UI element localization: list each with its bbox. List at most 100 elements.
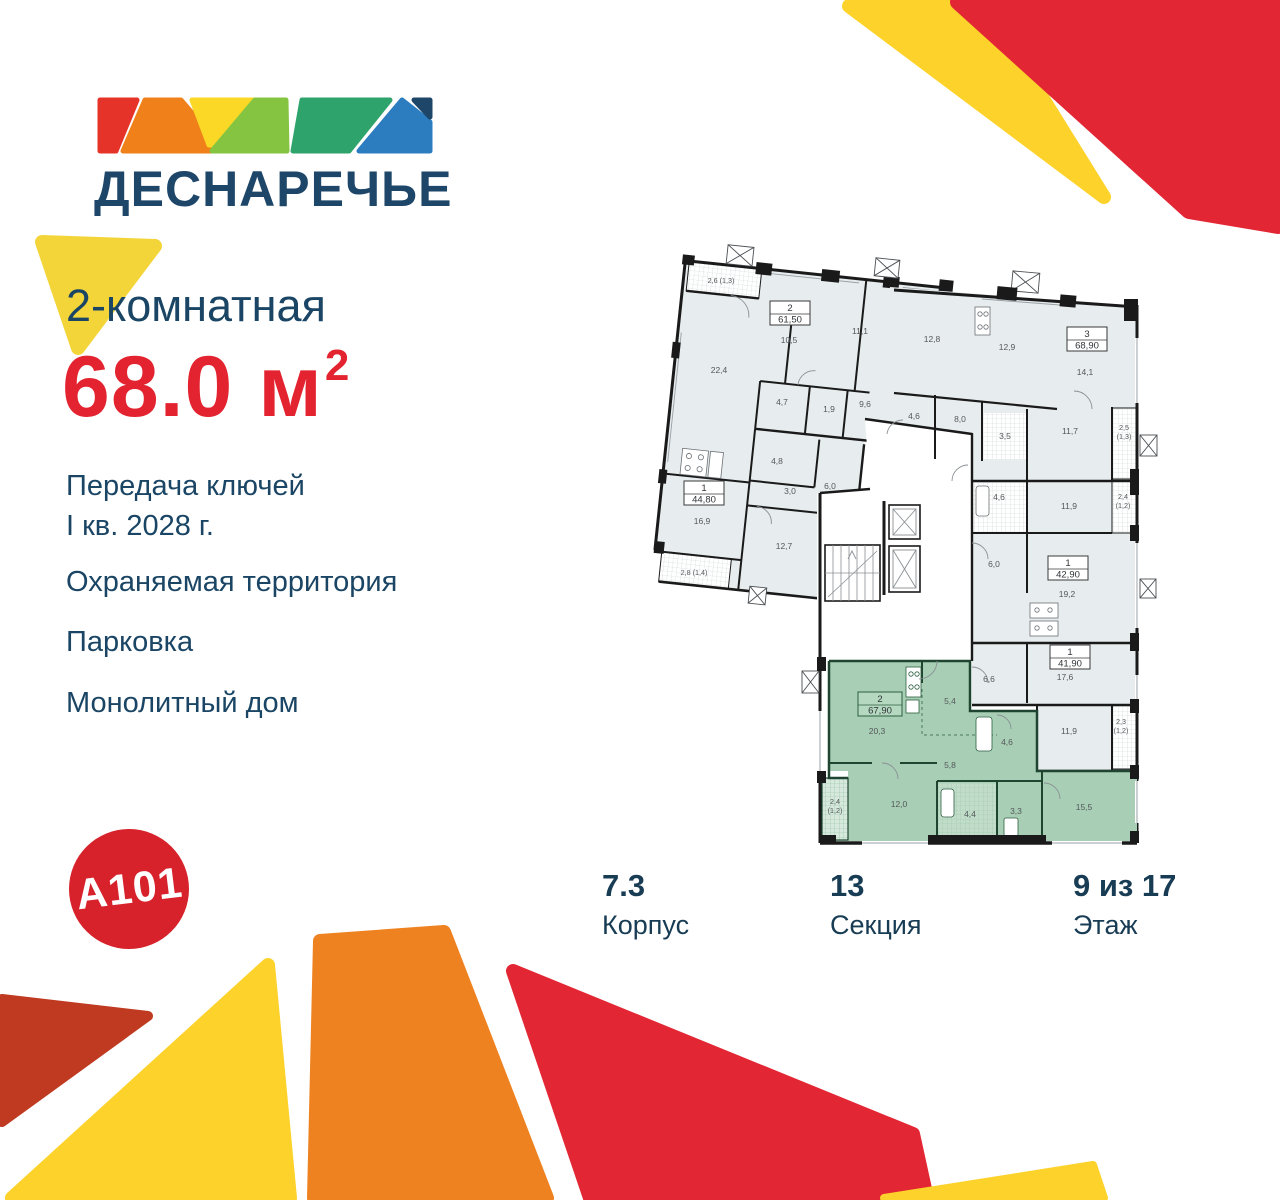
unit-area: 44,80 xyxy=(692,495,716,506)
decor-yellow-left xyxy=(35,235,162,355)
room-area-label: 2,3 xyxy=(1116,717,1126,726)
unit-box-44-80: 1 44,80 xyxy=(683,480,725,506)
room-area-label: 4,6 xyxy=(1001,737,1013,747)
unit-box-41-90: 1 41,90 xyxy=(1049,644,1091,670)
room-area-label: 5,4 xyxy=(944,696,956,706)
room-area-label: 3,3 xyxy=(1010,806,1022,816)
unit-area: 42,90 xyxy=(1056,570,1080,581)
unit-box-68-90: 3 68,90 xyxy=(1066,326,1108,352)
room-area-label: 3,0 xyxy=(784,486,796,496)
area-value: 68.0 xyxy=(62,339,234,435)
room-area-label: 2,6 (1,3) xyxy=(708,276,735,285)
bath-3-5 xyxy=(982,413,1027,459)
unit-type: 1 xyxy=(1067,647,1072,658)
unit-boxes: 2 61,50 3 68,90 1 44,80 1 42,90 1 41,90 xyxy=(683,300,1108,717)
feature-parking: Парковка xyxy=(66,626,194,658)
footer-section: 13 Секция xyxy=(830,868,922,941)
area-sup: 2 xyxy=(324,341,351,390)
unit-area: 67,90 xyxy=(868,706,892,717)
room-area-label: (1,2) xyxy=(1114,726,1129,735)
room-area-label: 4,4 xyxy=(964,809,976,819)
room-area-label: 11,9 xyxy=(1061,726,1077,736)
room-area-label: 1,9 xyxy=(823,404,835,414)
room-area-label: 14,1 xyxy=(1077,367,1094,377)
balcony-2-3 xyxy=(1111,704,1138,770)
logo-shape-red xyxy=(97,97,140,154)
building-label: Корпус xyxy=(602,910,690,940)
logo-shape-lightgreen xyxy=(209,97,290,154)
room-area-label: 8,0 xyxy=(954,414,966,424)
balcony-2-5 xyxy=(1111,407,1138,480)
room-area-label: (1,2) xyxy=(828,806,843,815)
room-labels: 2,6 (1,3) 2 2,4 10,5 11,1 4,7 1,9 9,6 4,8… xyxy=(681,276,1132,819)
unit-type: 3 xyxy=(1084,329,1089,340)
room-area-label: (1,3) xyxy=(1117,432,1132,441)
footer-building: 7.3 Корпус xyxy=(602,868,689,941)
floor-plan: 2 61,50 3 68,90 1 44,80 1 42,90 1 41,90 xyxy=(653,244,1158,845)
wall-piers xyxy=(817,286,1139,843)
room-area-label: 11,7 xyxy=(1062,426,1078,436)
developer-logo: A101 xyxy=(69,829,189,949)
room-area-label: 5,8 xyxy=(944,760,956,770)
room-area-label: 12,0 xyxy=(891,799,908,809)
room-area-label: 4,7 xyxy=(776,397,788,407)
room-area-label: 4,8 xyxy=(771,456,783,466)
room-area-label: 19,2 xyxy=(1059,589,1076,599)
logo-shape-blue xyxy=(356,97,433,154)
decor-brick-wedge xyxy=(0,994,153,1127)
footer-floor: 9 из 17 Этаж xyxy=(1073,868,1176,941)
door-arcs xyxy=(730,295,1093,800)
room-area-label: 6,6 xyxy=(983,674,995,684)
handover-line1: Передача ключей xyxy=(66,470,305,502)
room-area-label: 16,9 xyxy=(694,516,711,526)
logo-shape-navy xyxy=(411,97,433,120)
unit-box-67-90-highlight: 2 67,90 xyxy=(857,691,903,717)
decor-yellow-top xyxy=(842,0,1111,204)
area-unit: м xyxy=(258,339,323,435)
kitchen-icons xyxy=(679,447,724,479)
room-area-label: 10,5 xyxy=(781,335,798,345)
room-area-label: 9,6 xyxy=(859,399,871,409)
logo-shape-green xyxy=(290,97,393,154)
room-area-label: 15,5 xyxy=(1076,802,1093,812)
project-name: ДЕСНАРЕЧЬЕ xyxy=(94,161,453,217)
stair-core xyxy=(824,501,921,602)
floor-label: Этаж xyxy=(1073,910,1138,940)
building-value: 7.3 xyxy=(602,868,646,903)
handover-info: Передача ключей I кв. 2028 г. xyxy=(66,466,305,546)
decor-red-top xyxy=(950,0,1280,234)
unit-area: 41,90 xyxy=(1058,659,1082,670)
room-area-label: 6,0 xyxy=(824,481,836,491)
unit-area: 68,90 xyxy=(1075,341,1099,352)
decor-red-bottom xyxy=(506,964,934,1200)
unit-area: 61,50 xyxy=(778,315,802,326)
handover-line2: I кв. 2028 г. xyxy=(66,510,214,542)
room-area-label: 17,6 xyxy=(1057,672,1074,682)
unit-type: 2 xyxy=(877,694,882,705)
feature-building: Монолитный дом xyxy=(66,687,299,719)
unit-type: 2 xyxy=(787,303,792,314)
room-area-label: 3,5 xyxy=(999,431,1011,441)
room-area-label: (1,2) xyxy=(1116,501,1131,510)
brand-logo-shapes xyxy=(97,97,433,154)
room-area-label: 6,0 xyxy=(988,559,1000,569)
room-area-label: 12,9 xyxy=(999,342,1016,352)
room-area-label: 2,4 xyxy=(830,797,840,806)
room-area-label: 4,6 xyxy=(908,411,920,421)
decor-yellow-small xyxy=(880,1161,1108,1200)
area-headline: 68.0 м2 xyxy=(62,338,350,437)
windows xyxy=(818,298,1139,845)
room-area-label: 2,5 xyxy=(1119,423,1129,432)
unit-box-42-90: 1 42,90 xyxy=(1047,555,1089,581)
decor-yellow-bottom xyxy=(5,958,297,1200)
floor-value: 9 из 17 xyxy=(1073,868,1177,903)
room-area-label: 2,8 (1,4) xyxy=(681,568,708,577)
unit-type: 1 xyxy=(701,483,706,494)
room-area-label: 11,1 xyxy=(852,326,868,336)
room-area-label: 11,9 xyxy=(1061,501,1077,511)
unit-type: 1 xyxy=(1065,558,1070,569)
feature-security: Охраняемая территория xyxy=(66,566,398,598)
unit-box-61-50: 2 61,50 xyxy=(769,300,811,326)
